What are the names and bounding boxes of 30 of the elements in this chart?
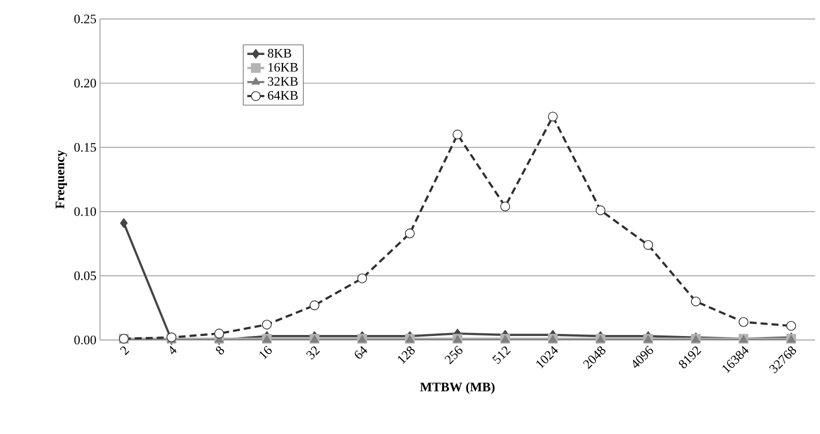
y-axis-title: Frequency xyxy=(56,150,67,209)
point xyxy=(310,300,320,310)
point xyxy=(357,273,368,284)
y-tick-label: 0.05 xyxy=(74,271,96,280)
y-tick-label: 0.20 xyxy=(74,78,96,88)
point xyxy=(214,328,224,338)
x-tick-label: 32 xyxy=(306,346,320,360)
y-tick-label: 0.10 xyxy=(74,207,96,216)
x-tick-label: 128 xyxy=(398,346,415,364)
legend-label: 8KB xyxy=(268,48,292,58)
x-tick-label: 64 xyxy=(354,346,368,359)
point xyxy=(262,320,272,330)
point xyxy=(738,317,748,327)
x-tick-label: 16 xyxy=(260,346,272,360)
y-tick-label: 0.00 xyxy=(74,336,96,344)
x-axis-title: MTBW (MB) xyxy=(420,382,495,394)
x-tick-label: 2 xyxy=(120,346,130,356)
x-tick-label: 256 xyxy=(444,346,462,364)
x-tick-label: 8192 xyxy=(678,346,702,368)
y-tick-label: 0.15 xyxy=(74,142,96,152)
legend-label: 16KB xyxy=(268,62,298,72)
point xyxy=(120,218,128,228)
point xyxy=(596,205,606,216)
x-tick-label: 8 xyxy=(216,346,224,354)
point xyxy=(452,130,462,140)
x-tick-label: 512 xyxy=(492,346,511,364)
legend-label: 32KB xyxy=(268,77,298,86)
y-tick-label: 0.25 xyxy=(74,14,96,24)
x-tick-label: 4 xyxy=(170,346,177,354)
legend-label: 64KB xyxy=(268,91,298,100)
